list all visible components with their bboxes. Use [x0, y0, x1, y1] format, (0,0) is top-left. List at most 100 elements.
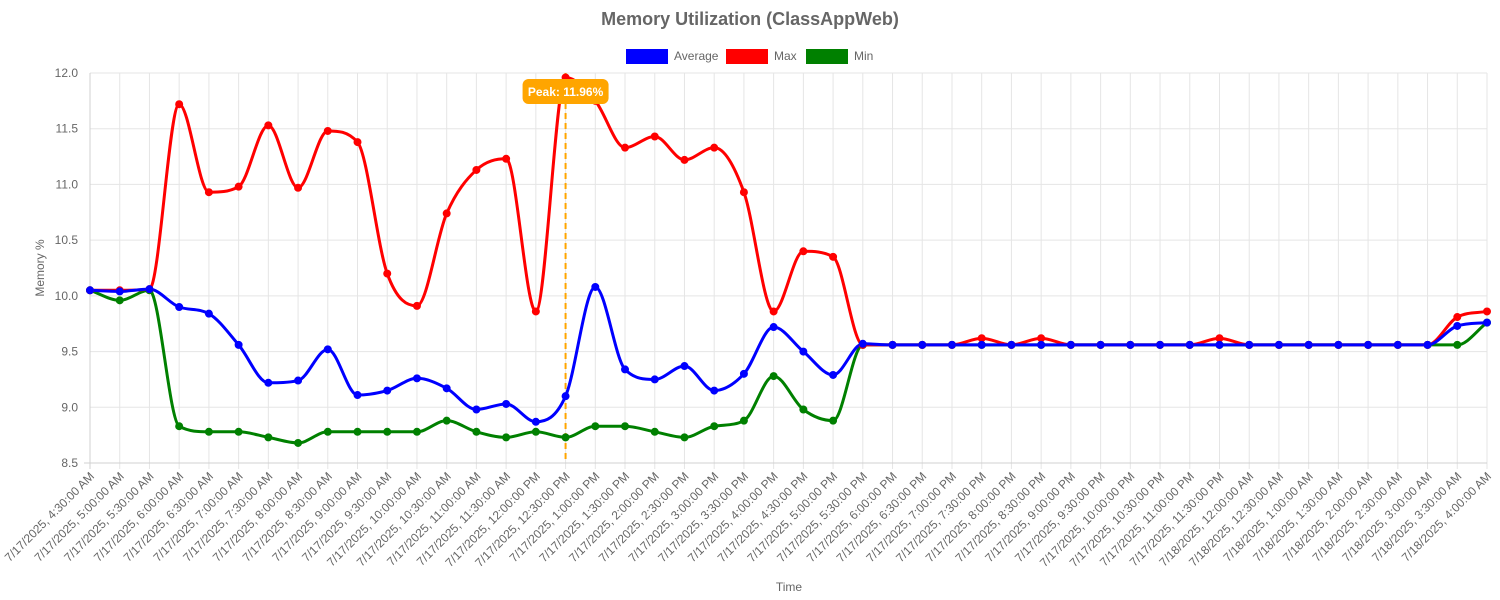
data-point-max[interactable] [710, 143, 719, 152]
data-point-average[interactable] [1185, 340, 1194, 349]
data-point-max[interactable] [175, 100, 184, 109]
data-point-max[interactable] [621, 143, 630, 152]
data-point-average[interactable] [977, 340, 986, 349]
data-point-average[interactable] [264, 378, 273, 387]
data-point-min[interactable] [115, 296, 124, 305]
data-point-min[interactable] [650, 427, 659, 436]
data-point-max[interactable] [531, 307, 540, 316]
data-point-average[interactable] [1393, 340, 1402, 349]
data-point-average[interactable] [947, 340, 956, 349]
data-point-max[interactable] [799, 247, 808, 256]
data-point-min[interactable] [680, 433, 689, 442]
data-point-average[interactable] [1364, 340, 1373, 349]
data-point-min[interactable] [621, 422, 630, 431]
data-point-min[interactable] [710, 422, 719, 431]
data-point-average[interactable] [412, 374, 421, 383]
data-point-average[interactable] [1304, 340, 1313, 349]
data-point-min[interactable] [531, 427, 540, 436]
data-point-min[interactable] [175, 422, 184, 431]
data-point-max[interactable] [442, 209, 451, 218]
data-point-average[interactable] [1334, 340, 1343, 349]
data-point-max[interactable] [323, 126, 332, 135]
data-point-min[interactable] [591, 422, 600, 431]
data-point-average[interactable] [1483, 318, 1491, 327]
data-point-average[interactable] [561, 392, 570, 401]
data-point-average[interactable] [383, 386, 392, 395]
data-point-min[interactable] [472, 427, 481, 436]
data-point-min[interactable] [323, 427, 332, 436]
data-point-min[interactable] [294, 438, 303, 447]
legend-item-average[interactable]: Average [626, 49, 719, 64]
legend-item-min[interactable]: Min [806, 49, 873, 64]
data-point-average[interactable] [829, 370, 838, 379]
data-point-average[interactable] [323, 345, 332, 354]
data-point-average[interactable] [531, 417, 540, 426]
data-point-average[interactable] [86, 286, 94, 295]
legend-item-max[interactable]: Max [726, 49, 797, 64]
data-point-min[interactable] [264, 433, 273, 442]
data-point-max[interactable] [472, 165, 481, 174]
data-point-average[interactable] [888, 340, 897, 349]
data-point-average[interactable] [1423, 340, 1432, 349]
data-point-average[interactable] [799, 347, 808, 356]
data-point-average[interactable] [1066, 340, 1075, 349]
data-point-average[interactable] [918, 340, 927, 349]
data-point-average[interactable] [621, 365, 630, 374]
data-point-max[interactable] [1483, 307, 1491, 316]
data-point-max[interactable] [412, 301, 421, 310]
data-point-average[interactable] [1274, 340, 1283, 349]
data-point-average[interactable] [175, 303, 184, 311]
data-point-max[interactable] [264, 121, 273, 130]
data-point-min[interactable] [829, 416, 838, 425]
data-point-min[interactable] [204, 427, 213, 436]
data-point-average[interactable] [650, 375, 659, 384]
data-point-max[interactable] [650, 132, 659, 141]
data-point-average[interactable] [1453, 321, 1462, 330]
data-point-average[interactable] [680, 362, 689, 371]
data-point-min[interactable] [769, 372, 778, 381]
data-point-max[interactable] [829, 252, 838, 261]
data-point-max[interactable] [502, 154, 511, 163]
data-point-min[interactable] [412, 427, 421, 436]
data-point-max[interactable] [769, 307, 778, 316]
data-point-average[interactable] [442, 384, 451, 393]
data-point-max[interactable] [680, 155, 689, 164]
data-point-min[interactable] [1453, 340, 1462, 349]
data-point-max[interactable] [1453, 313, 1462, 322]
data-point-max[interactable] [1215, 334, 1224, 343]
data-point-average[interactable] [353, 391, 362, 400]
data-point-average[interactable] [1007, 340, 1016, 349]
data-point-average[interactable] [1156, 340, 1165, 349]
data-point-average[interactable] [1245, 340, 1254, 349]
data-point-average[interactable] [591, 282, 600, 291]
data-point-min[interactable] [739, 416, 748, 425]
data-point-average[interactable] [1215, 340, 1224, 349]
data-point-average[interactable] [1096, 340, 1105, 349]
data-point-min[interactable] [383, 427, 392, 436]
data-point-min[interactable] [502, 433, 511, 442]
data-point-average[interactable] [739, 369, 748, 378]
data-point-min[interactable] [442, 416, 451, 425]
data-point-average[interactable] [204, 309, 213, 318]
data-point-max[interactable] [383, 269, 392, 278]
data-point-average[interactable] [769, 323, 778, 332]
data-point-min[interactable] [234, 427, 243, 436]
data-point-average[interactable] [472, 405, 481, 414]
data-point-max[interactable] [1037, 334, 1046, 343]
data-point-max[interactable] [739, 188, 748, 197]
data-point-average[interactable] [145, 285, 154, 294]
data-point-average[interactable] [858, 339, 867, 348]
data-point-max[interactable] [294, 183, 303, 192]
data-point-average[interactable] [294, 376, 303, 385]
data-point-min[interactable] [353, 427, 362, 436]
data-point-min[interactable] [799, 405, 808, 414]
data-point-average[interactable] [710, 386, 719, 395]
data-point-average[interactable] [234, 340, 243, 349]
data-point-max[interactable] [234, 182, 243, 191]
data-point-min[interactable] [561, 433, 570, 442]
data-point-average[interactable] [115, 287, 124, 296]
data-point-average[interactable] [1037, 340, 1046, 349]
data-point-max[interactable] [353, 138, 362, 147]
data-point-max[interactable] [977, 334, 986, 343]
peak-annotation[interactable]: Peak: 11.96% [522, 79, 609, 104]
